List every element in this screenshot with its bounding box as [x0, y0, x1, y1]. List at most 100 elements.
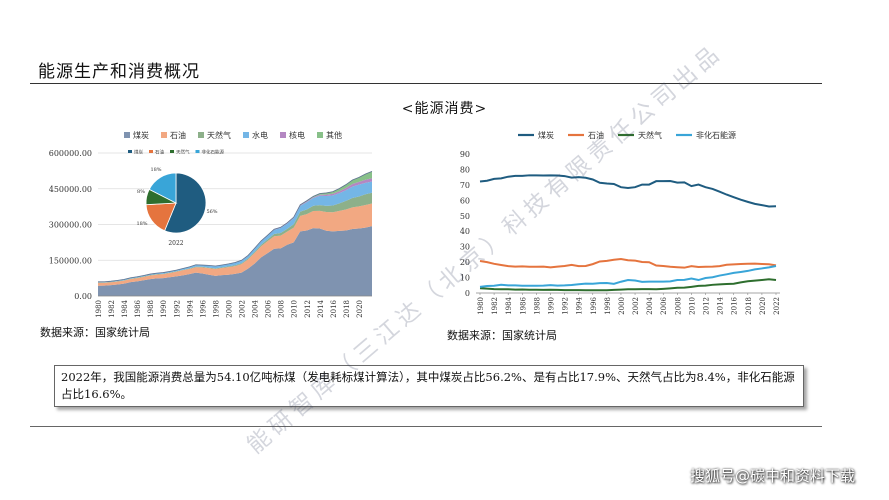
y-tick-label: 20 — [460, 258, 470, 267]
legend-label-coal: 煤炭 — [133, 130, 149, 140]
x-tick-label: 1998 — [604, 297, 612, 315]
legend-swatch-coal — [124, 132, 130, 138]
x-tick-label: 2016 — [731, 296, 739, 314]
legend-label-nuclear: 核电 — [289, 130, 305, 140]
x-tick-label: 1990 — [547, 297, 555, 315]
y-tick-label: 70 — [460, 181, 470, 190]
x-tick-label: 2006 — [660, 296, 668, 314]
x-tick-label: 1984 — [505, 296, 513, 314]
legend-label-line_oil: 石油 — [588, 130, 604, 140]
x-tick-label: 1998 — [212, 300, 220, 318]
x-tick-label: 1984 — [121, 299, 129, 317]
x-tick-label: 1996 — [590, 296, 598, 314]
x-tick-label: 1994 — [186, 299, 194, 317]
legend-swatch-nuclear — [280, 132, 286, 138]
x-tick-label: 2018 — [745, 297, 753, 315]
x-tick-label: 1992 — [562, 297, 570, 315]
right-data-source: 数据来源：国家统计局 — [447, 329, 557, 342]
x-tick-label: 1992 — [173, 300, 181, 318]
x-tick-label: 2006 — [265, 299, 273, 317]
legend-label-line_coal: 煤炭 — [538, 130, 554, 140]
legend-swatch-oil — [161, 132, 167, 138]
legend-swatch-gas — [198, 132, 204, 138]
section-title: <能源消费> — [401, 101, 488, 117]
x-tick-label: 2012 — [304, 300, 312, 318]
legend-swatch-hydro — [243, 132, 249, 138]
x-tick-label: 2010 — [291, 300, 299, 318]
page-title: 能源生产和消费概况 — [38, 62, 200, 82]
y-tick-label: 40 — [460, 227, 470, 236]
y-tick-label: 10 — [460, 274, 470, 283]
x-tick-label: 2004 — [252, 299, 260, 317]
legend-swatch-other — [317, 132, 323, 138]
y-tick-label: 90 — [460, 150, 470, 159]
x-tick-label: 1980 — [477, 297, 485, 315]
y-tick-label: 80 — [460, 165, 470, 174]
legend-label-oil: 石油 — [170, 130, 186, 140]
y-tick-label: 600000.00 — [49, 149, 92, 158]
x-tick-label: 2002 — [632, 297, 640, 315]
area-coal — [98, 226, 372, 296]
x-tick-label: 2012 — [703, 297, 711, 315]
y-tick-label: 60 — [460, 196, 470, 205]
x-tick-label: 2016 — [330, 299, 338, 317]
x-tick-label: 2022 — [773, 297, 781, 315]
inset-legend-swatch — [170, 150, 174, 153]
x-tick-label: 1988 — [533, 297, 541, 315]
legend-label-line_nonfossil: 非化石能源 — [696, 130, 736, 140]
brand-watermark: 搜狐号@碳中和资料下载 — [690, 467, 856, 485]
pie-slice-pie_nonfossil — [148, 172, 177, 204]
area-oil — [98, 203, 372, 286]
energy-consumption-area-chart: 0.00 150000.00 300000.00 450000.00 600000.00… — [49, 130, 373, 318]
title-divider — [30, 83, 822, 84]
inset-legend-label: 石油 — [155, 149, 164, 156]
bottom-divider — [30, 426, 822, 427]
x-tick-label: 1994 — [576, 296, 584, 314]
left-data-source: 数据来源：国家统计局 — [40, 326, 150, 339]
y-tick-label: 50 — [460, 212, 470, 221]
inset-legend-label: 煤炭 — [134, 149, 143, 156]
area-total-outline — [97, 171, 373, 283]
inset-legend-swatch — [149, 150, 153, 153]
x-tick-label: 2008 — [278, 300, 286, 318]
x-tick-label: 2004 — [646, 296, 654, 314]
series-line-line_oil — [479, 258, 777, 269]
x-tick-label: 2018 — [343, 300, 351, 318]
series-line-line_coal — [479, 174, 777, 208]
x-tick-label: 2010 — [688, 297, 696, 315]
pie-title: 2022 — [168, 240, 183, 247]
inset-legend-swatch — [128, 150, 132, 153]
x-tick-label: 1986 — [519, 296, 527, 314]
y-tick-label: 300000.00 — [49, 221, 92, 230]
summary-note: 2022年，我国能源消费总量为54.10亿吨标煤（发电耗标煤计算法），其中煤炭占… — [54, 365, 804, 407]
inset-legend-label: 非化石能源 — [202, 149, 225, 156]
x-tick-label: 1982 — [108, 300, 116, 318]
x-tick-label: 2020 — [356, 300, 364, 318]
inset-legend-label: 天然气 — [176, 149, 190, 156]
pie-value-label: 8% — [137, 189, 145, 195]
pie-value-label: 56% — [206, 209, 217, 215]
energy-structure-line-chart: 0 10 20 30 40 50 60 70 80 90 1980 1982 1984 1986 1988 1… — [460, 130, 781, 315]
pie-value-label: 18% — [136, 221, 147, 227]
series-line-line_gas — [479, 278, 777, 292]
x-tick-label: 1990 — [160, 300, 168, 318]
x-tick-label: 2000 — [225, 300, 233, 318]
x-tick-label: 1982 — [491, 297, 499, 315]
x-tick-label: 2000 — [618, 297, 626, 315]
x-tick-label: 1980 — [95, 300, 103, 318]
series-line-line_nonfossil — [479, 264, 777, 288]
legend-label-gas: 天然气 — [207, 130, 231, 140]
inset-legend-swatch — [195, 150, 200, 153]
pie-slice-pie_coal — [164, 172, 207, 234]
y-tick-label: 30 — [460, 243, 470, 252]
legend-label-hydro: 水电 — [252, 130, 268, 140]
y-tick-label: 150000.00 — [49, 256, 92, 265]
area-gas — [98, 192, 372, 283]
x-tick-label: 2008 — [674, 297, 682, 315]
x-tick-label: 2014 — [317, 299, 325, 317]
legend-label-other: 其他 — [326, 130, 342, 140]
pie-value-label: 18% — [150, 167, 161, 173]
x-tick-label: 1988 — [147, 300, 155, 318]
x-tick-label: 1996 — [199, 299, 207, 317]
x-tick-label: 2020 — [759, 297, 767, 315]
